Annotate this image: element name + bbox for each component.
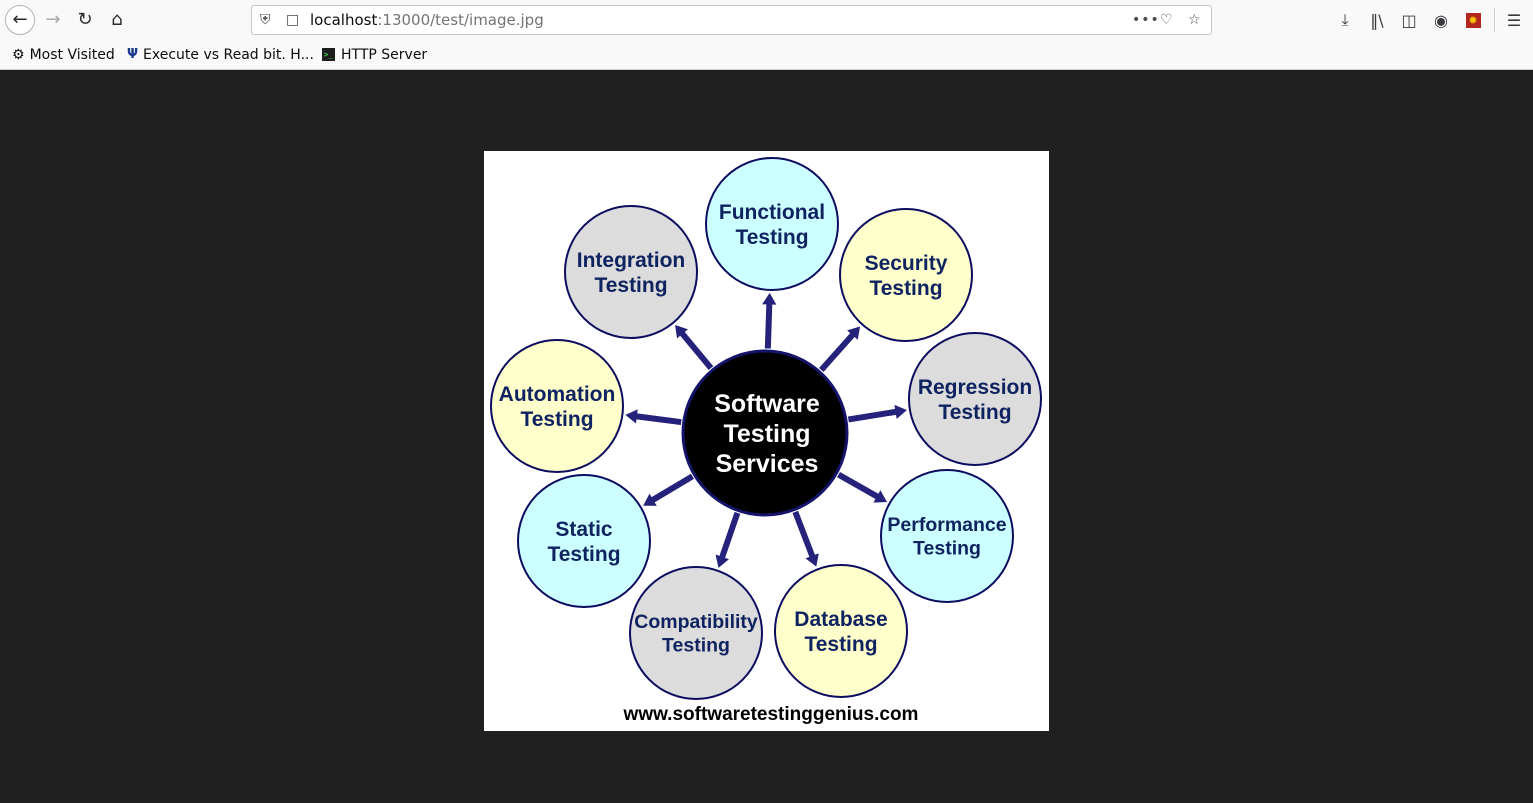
arrow	[623, 407, 683, 427]
url-host: localhost	[310, 11, 378, 29]
hamburger-menu-icon[interactable]: ☰	[1506, 10, 1522, 30]
page-info-icon[interactable]: □	[286, 12, 300, 28]
node-label: Testing	[735, 226, 808, 249]
node-label: Testing	[938, 401, 1011, 424]
url-path: :13000/test/image.jpg	[377, 11, 544, 29]
reload-icon: ↻	[77, 9, 93, 30]
node-label: Testing	[594, 274, 667, 297]
node-label: Security	[865, 252, 948, 275]
bookmark-most-visited[interactable]: ⚙ Most Visited	[12, 40, 115, 69]
node-label: Functional	[719, 201, 825, 224]
bookmark-label: Execute vs Read bit. H...	[143, 46, 314, 63]
reload-button[interactable]: ↻	[70, 5, 100, 35]
node-label: Compatibility	[634, 611, 758, 633]
bookmarks-toolbar: ⚙ Most Visited Ψ Execute vs Read bit. H.…	[0, 40, 1533, 70]
arrow	[835, 470, 889, 504]
node-label: Integration	[577, 249, 686, 272]
node-label: Automation	[499, 383, 616, 406]
node-label: Database	[794, 608, 887, 631]
node-label: Testing	[804, 633, 877, 656]
node-label: Regression	[918, 376, 1032, 399]
arrow	[714, 510, 742, 570]
library-icon[interactable]: ‖\	[1370, 10, 1384, 30]
url-bar[interactable]: ⛨ □ localhost:13000/test/image.jpg ••• ♡…	[251, 5, 1212, 35]
url-text[interactable]: localhost:13000/test/image.jpg	[310, 6, 544, 34]
node-circle	[774, 564, 908, 698]
node-circle	[880, 469, 1014, 603]
shield-icon[interactable]: ⛨	[260, 12, 271, 28]
center-label: Software	[714, 390, 820, 418]
arrow	[641, 472, 696, 507]
account-icon[interactable]: ◉	[1434, 10, 1448, 30]
extension-icon[interactable]: ✹	[1459, 6, 1487, 34]
home-button[interactable]: ⌂	[102, 5, 132, 35]
arrow	[817, 325, 862, 374]
footer-url-text: www.softwaretestinggenius.com	[623, 704, 919, 725]
node-label: Performance	[887, 514, 1006, 536]
pocket-icon[interactable]: ♡	[1160, 12, 1173, 28]
arrow	[846, 403, 909, 424]
terminal-icon: >_	[322, 48, 335, 61]
download-icon[interactable]: ⤓	[1341, 10, 1349, 29]
forward-arrow-icon: →	[45, 9, 61, 30]
browser-toolbar: ← → ↻ ⌂ ⛨ □ localhost:13000/test/image.j…	[0, 0, 1533, 40]
node-label: Testing	[913, 538, 981, 560]
node-label: Static	[555, 518, 613, 541]
bookmark-execute-vs-read[interactable]: Ψ Execute vs Read bit. H...	[127, 40, 314, 69]
star-icon[interactable]: ☆	[1188, 12, 1201, 28]
node-label: Testing	[662, 635, 730, 657]
bookmark-label: Most Visited	[29, 46, 115, 63]
center-label: Services	[716, 450, 819, 478]
displayed-image[interactable]: Functional Testing Security Testing Regressi…	[484, 151, 1049, 731]
node-circle	[517, 474, 651, 608]
arrow	[760, 291, 779, 350]
node-label: Testing	[869, 277, 942, 300]
center-circle	[681, 349, 849, 517]
gear-icon: ⚙	[12, 46, 25, 63]
more-dots-icon[interactable]: •••	[1132, 12, 1160, 28]
node-circle	[705, 157, 839, 291]
node-circle	[908, 332, 1042, 466]
forward-button[interactable]: →	[38, 5, 68, 35]
home-icon: ⌂	[111, 9, 123, 30]
sidebar-icon[interactable]: ◫	[1401, 10, 1417, 30]
page-content: Functional Testing Security Testing Regressi…	[0, 70, 1533, 803]
center-label: Testing	[723, 420, 810, 448]
site-favicon: Ψ	[127, 47, 139, 62]
node-circle	[839, 208, 973, 342]
arrow	[791, 509, 821, 569]
node-circle	[564, 205, 698, 339]
node-label: Testing	[547, 543, 620, 566]
bookmark-label: HTTP Server	[341, 46, 428, 63]
toolbar-separator	[1494, 8, 1495, 32]
node-circle	[490, 339, 624, 473]
back-arrow-icon: ←	[12, 9, 28, 30]
arrow	[673, 323, 715, 372]
back-button[interactable]: ←	[5, 5, 35, 35]
bookmark-http-server[interactable]: >_ HTTP Server	[322, 40, 427, 69]
node-label: Testing	[520, 408, 593, 431]
testing-services-diagram: FunctionalTestingSecurityTestingRegressi…	[490, 157, 1042, 725]
node-circle	[629, 566, 763, 700]
